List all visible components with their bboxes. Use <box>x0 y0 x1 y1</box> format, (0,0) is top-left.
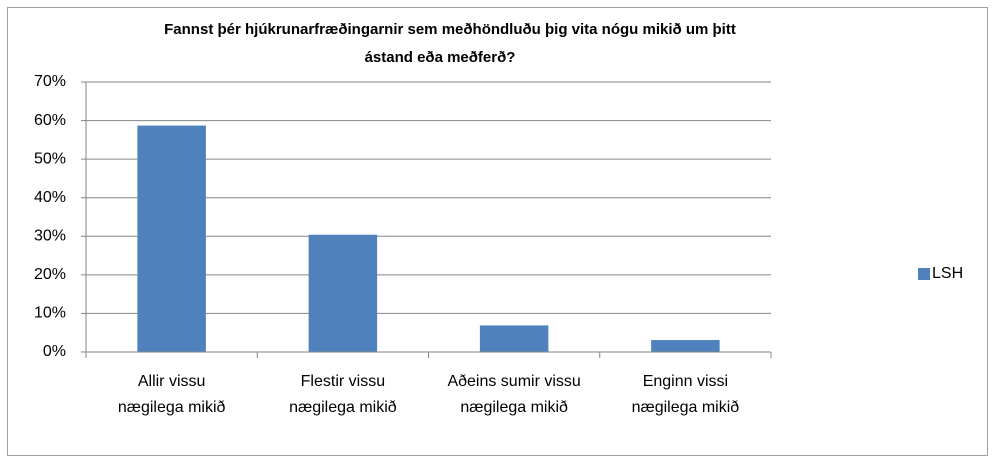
bar <box>137 125 206 352</box>
x-tick-label: Allir vissu <box>138 373 206 390</box>
bar <box>308 234 378 352</box>
y-tick-label: 60% <box>34 112 66 129</box>
bar <box>479 325 549 352</box>
y-tick-label: 70% <box>34 73 66 90</box>
chart-title: Fannst þér hjúkrunarfræðingarnir sem með… <box>164 21 736 38</box>
legend-swatch <box>918 268 930 280</box>
x-tick-label: Enginn vissi <box>643 373 728 390</box>
x-tick-label: nægilega mikið <box>118 399 226 416</box>
y-tick-label: 40% <box>34 189 66 206</box>
y-tick-label: 50% <box>34 150 66 167</box>
chart-title: ástand eða meðferð? <box>365 49 516 66</box>
x-tick-label: nægilega mikið <box>632 399 740 416</box>
x-tick-label: nægilega mikið <box>460 399 568 416</box>
y-tick-label: 20% <box>34 266 66 283</box>
x-tick-label: nægilega mikið <box>289 399 397 416</box>
x-tick-label: Flestir vissu <box>301 373 385 390</box>
y-tick-label: 30% <box>34 228 66 245</box>
bar <box>651 340 720 352</box>
legend-label: LSH <box>932 265 963 282</box>
x-tick-label: Aðeins sumir vissu <box>447 373 580 390</box>
y-tick-label: 0% <box>43 343 66 360</box>
y-tick-label: 10% <box>34 305 66 322</box>
